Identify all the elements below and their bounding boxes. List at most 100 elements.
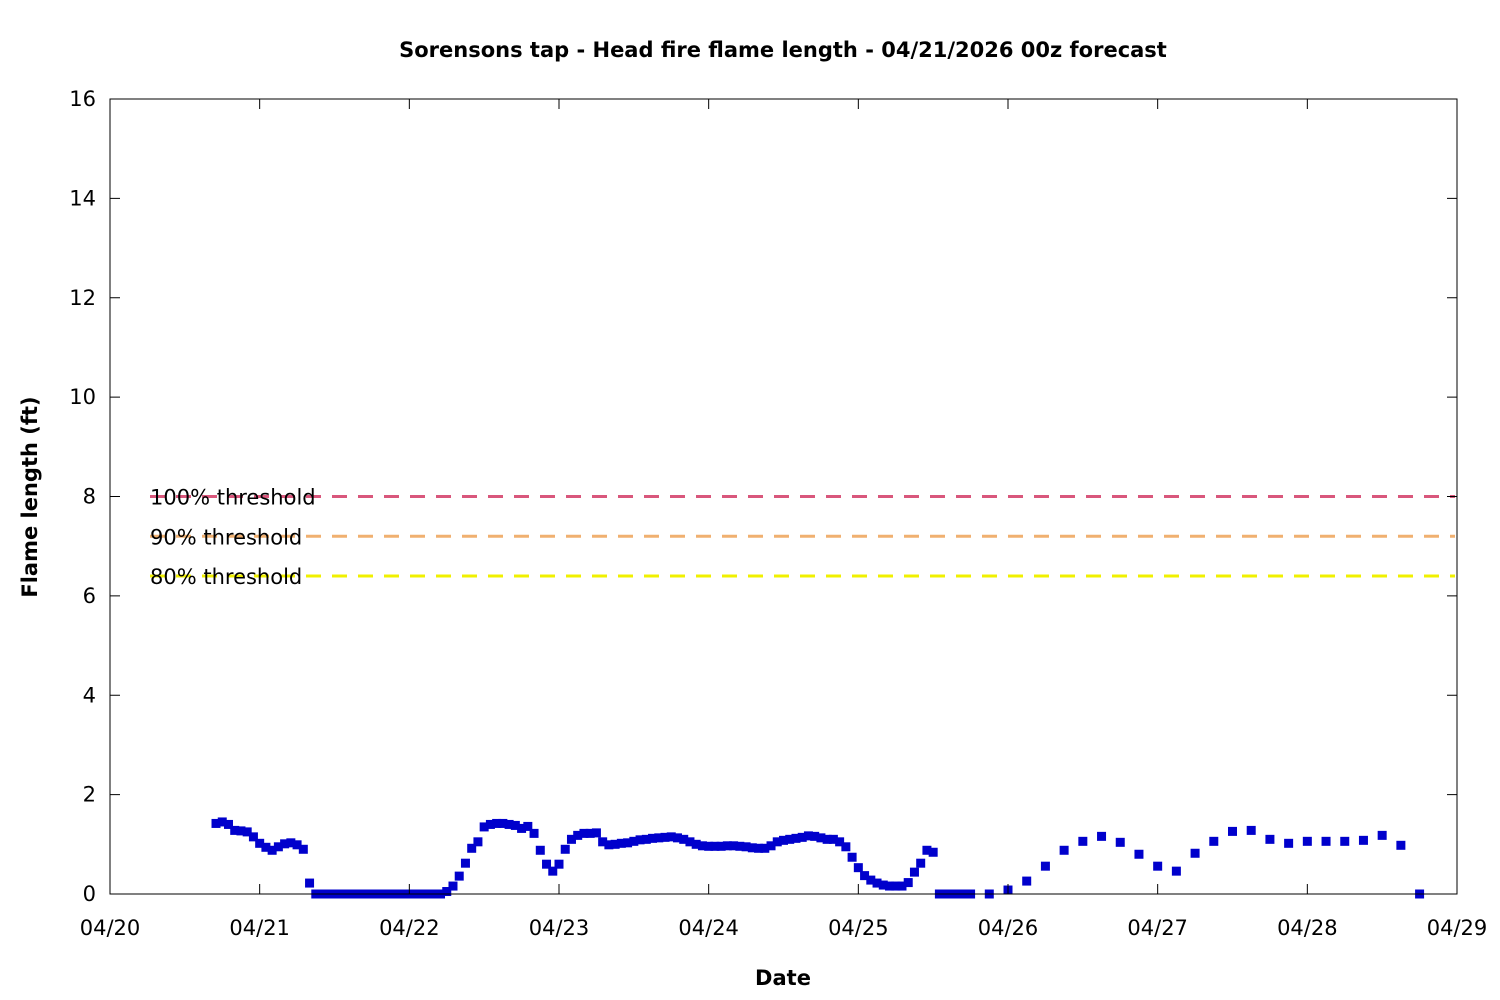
x-axis-ticks: 04/20 04/21 04/22 04/23 04/24 04/25 04/26 04/27… [80,99,1488,940]
data-point [810,831,820,841]
threshold-label: 100% threshold [150,486,316,510]
data-point [305,878,315,888]
threshold-label: 90% threshold [150,525,302,549]
data-point [479,822,489,832]
threshold-lines: 100% threshold 90% threshold 80% threshold [150,486,1455,589]
data-point [504,819,514,829]
y-tick-label: 12 [69,286,96,310]
y-tick-label: 6 [83,584,96,608]
y-tick-label: 8 [83,485,96,509]
data-point [860,871,870,881]
data-point [579,828,589,838]
data-point [217,817,227,827]
y-axis-ticks: 0 2 4 6 8 10 12 14 16 [69,87,1457,906]
data-point [897,881,907,891]
x-tick-label: 04/24 [678,916,739,940]
x-tick-label: 04/20 [80,916,141,940]
data-point [1321,836,1331,846]
data-point [697,841,707,851]
data-point [672,833,682,843]
data-point [1078,836,1088,846]
y-tick-label: 16 [69,87,96,111]
data-point [760,843,770,853]
y-tick-label: 14 [69,186,96,210]
data-point [654,833,664,843]
data-point [735,841,745,851]
data-point [230,825,240,835]
data-point [292,840,302,850]
data-point [573,830,583,840]
data-point [560,844,570,854]
data-point [660,832,670,842]
data-point [641,834,651,844]
data-point [454,871,464,881]
data-point [822,834,832,844]
data-point [1115,837,1125,847]
data-point [922,845,932,855]
data-point [529,828,539,838]
y-tick-label: 10 [69,385,96,409]
data-point [248,832,258,842]
data-point [666,832,676,842]
data-point [1190,848,1200,858]
threshold-label: 80% threshold [150,565,302,589]
x-tick-label: 04/29 [1427,916,1488,940]
x-tick-label: 04/28 [1277,916,1338,940]
data-point [211,818,221,828]
y-tick-label: 2 [83,783,96,807]
data-point [791,833,801,843]
data-point [903,878,913,888]
data-point [1228,826,1237,836]
data-point [866,875,876,885]
data-point [267,845,277,855]
data-point [261,842,271,852]
data-point [803,831,813,841]
data-point [286,838,296,848]
x-tick-label: 04/27 [1127,916,1188,940]
data-point [1265,834,1275,844]
data-point [685,837,695,847]
x-axis-label: Date [755,966,811,990]
y-tick-label: 0 [83,882,96,906]
data-point [909,867,919,877]
data-point [716,841,726,851]
data-point [566,834,576,844]
data-point [679,834,689,844]
data-point [916,858,926,868]
data-point [766,841,776,851]
y-tick-label: 4 [83,683,96,707]
data-point [1396,840,1406,850]
data-point [1246,825,1256,835]
x-tick-label: 04/22 [379,916,440,940]
data-point [255,838,265,848]
data-point [779,835,788,845]
data-point [741,842,751,852]
data-point [442,887,452,897]
data-point [635,835,645,845]
data-point [616,838,626,848]
data-point [1358,835,1368,845]
data-point [648,833,658,843]
data-point [1040,861,1050,871]
data-point [747,843,757,853]
data-point [928,847,938,857]
data-point [242,827,252,837]
data-point [772,837,782,847]
data-point [1022,876,1032,886]
chart-title: Sorensons tap - Head fire flame length -… [399,38,1167,62]
data-point [236,826,246,836]
data-point [623,838,633,848]
x-tick-label: 04/21 [229,916,290,940]
data-point [797,832,807,842]
data-point [729,841,739,851]
data-point [841,842,851,852]
data-point [1302,836,1312,846]
data-point [523,821,533,831]
data-point [1377,830,1387,840]
data-point [853,863,863,873]
data-point [872,878,882,888]
data-point [554,859,564,869]
data-point [878,880,888,890]
data-point [598,837,608,847]
data-point [1097,831,1107,841]
